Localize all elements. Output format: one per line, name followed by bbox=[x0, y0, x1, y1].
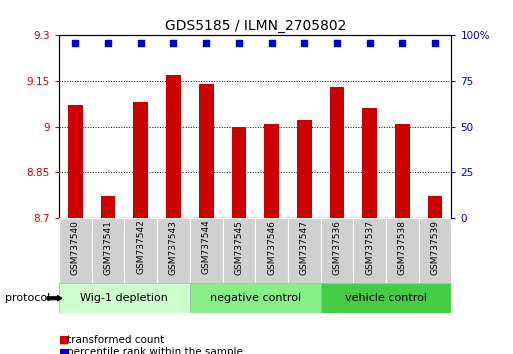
Text: vehicle control: vehicle control bbox=[345, 293, 427, 303]
Text: GSM737543: GSM737543 bbox=[169, 220, 178, 275]
Bar bbox=[428, 196, 442, 218]
Text: percentile rank within the sample: percentile rank within the sample bbox=[67, 347, 243, 354]
Title: GDS5185 / ILMN_2705802: GDS5185 / ILMN_2705802 bbox=[165, 19, 346, 33]
Text: negative control: negative control bbox=[210, 293, 301, 303]
Point bbox=[431, 40, 439, 46]
Bar bbox=[199, 84, 213, 218]
Bar bbox=[395, 124, 410, 218]
Bar bbox=[59, 283, 190, 313]
Point bbox=[300, 40, 308, 46]
Text: transformed count: transformed count bbox=[67, 335, 164, 345]
Bar bbox=[321, 218, 353, 283]
Point bbox=[169, 40, 177, 46]
Bar bbox=[255, 218, 288, 283]
Text: ■: ■ bbox=[59, 335, 69, 345]
Bar bbox=[190, 283, 321, 313]
Bar bbox=[288, 218, 321, 283]
Text: GSM737544: GSM737544 bbox=[202, 220, 211, 274]
Text: GSM737538: GSM737538 bbox=[398, 220, 407, 275]
Bar bbox=[133, 102, 148, 218]
Text: GSM737537: GSM737537 bbox=[365, 220, 374, 275]
Point bbox=[235, 40, 243, 46]
Text: protocol: protocol bbox=[5, 293, 50, 303]
Point bbox=[366, 40, 374, 46]
Bar bbox=[330, 87, 344, 218]
Text: GSM737542: GSM737542 bbox=[136, 220, 145, 274]
Text: GSM737539: GSM737539 bbox=[430, 220, 440, 275]
Point bbox=[71, 40, 80, 46]
Bar bbox=[190, 218, 223, 283]
Text: GSM737540: GSM737540 bbox=[71, 220, 80, 275]
Text: ■: ■ bbox=[59, 347, 69, 354]
Point bbox=[398, 40, 406, 46]
Bar bbox=[362, 108, 377, 218]
Point bbox=[136, 40, 145, 46]
Bar bbox=[231, 127, 246, 218]
Text: GSM737547: GSM737547 bbox=[300, 220, 309, 275]
Bar bbox=[59, 218, 92, 283]
Bar bbox=[386, 218, 419, 283]
Point bbox=[104, 40, 112, 46]
Bar bbox=[92, 218, 125, 283]
Bar bbox=[101, 196, 115, 218]
Point bbox=[202, 40, 210, 46]
Bar bbox=[124, 218, 157, 283]
Bar bbox=[166, 75, 181, 218]
Text: Wig-1 depletion: Wig-1 depletion bbox=[81, 293, 168, 303]
Bar bbox=[321, 283, 451, 313]
Bar bbox=[223, 218, 255, 283]
Bar bbox=[297, 120, 311, 218]
Bar bbox=[157, 218, 190, 283]
Point bbox=[333, 40, 341, 46]
Text: GSM737545: GSM737545 bbox=[234, 220, 243, 275]
Text: GSM737536: GSM737536 bbox=[332, 220, 342, 275]
Text: GSM737541: GSM737541 bbox=[104, 220, 112, 275]
Bar bbox=[264, 124, 279, 218]
Bar bbox=[353, 218, 386, 283]
Bar bbox=[68, 105, 83, 218]
Point bbox=[267, 40, 275, 46]
Bar bbox=[419, 218, 451, 283]
Text: GSM737546: GSM737546 bbox=[267, 220, 276, 275]
